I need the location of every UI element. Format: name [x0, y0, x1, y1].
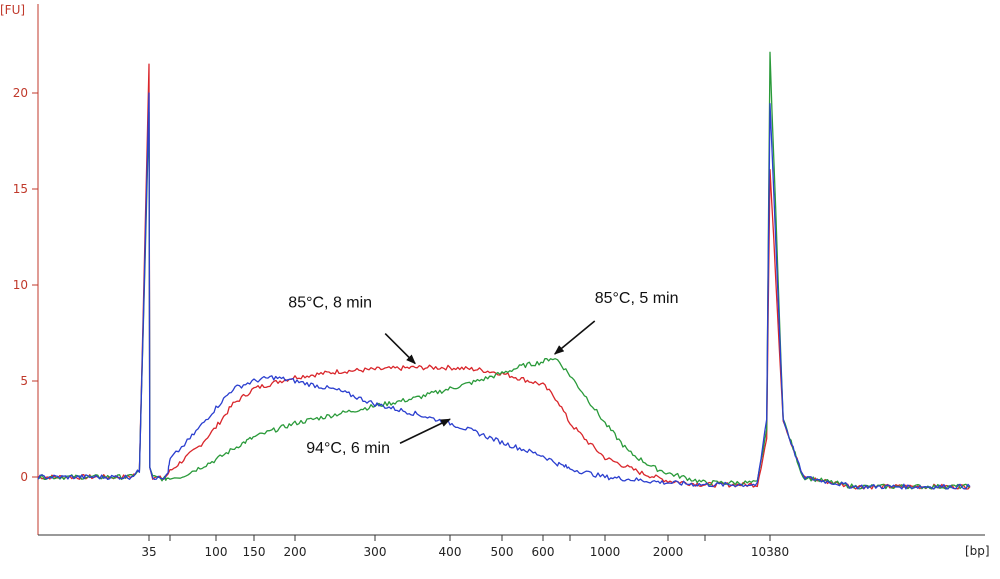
annotations: 85°C, 8 min 85°C, 5 min 94°C, 6 min [288, 290, 678, 457]
y-tick-label: 20 [13, 86, 28, 100]
x-tick-label: 100 [205, 545, 228, 559]
x-tick-label: 2000 [653, 545, 684, 559]
y-tick-label: 5 [20, 374, 28, 388]
annotation-arrow [384, 332, 416, 365]
annotation-arrow [553, 320, 596, 355]
x-tick-label: 300 [364, 545, 387, 559]
y-tick-label: 10 [13, 278, 28, 292]
x-tick-label: 10380 [751, 545, 789, 559]
series-line-1 [37, 51, 971, 490]
y-tick-label: 0 [20, 470, 28, 484]
x-tick-label: 150 [243, 545, 266, 559]
series-lines [37, 51, 971, 490]
plot-background [38, 0, 998, 535]
x-axis: 35 100 150 200 300 400 500 600 1000 2000 10380 [38, 534, 985, 559]
series-line-2 [37, 92, 971, 490]
x-tick-label: 400 [439, 545, 462, 559]
x-axis-label: [bp] [965, 544, 990, 558]
x-tick-label: 600 [532, 545, 555, 559]
x-tick-label: 1000 [590, 545, 621, 559]
x-tick-label: 35 [141, 545, 156, 559]
annotation-label: 85°C, 5 min [595, 290, 679, 307]
y-tick-label: 15 [13, 182, 28, 196]
x-tick-label: 500 [491, 545, 514, 559]
annotation-label: 94°C, 6 min [306, 440, 390, 457]
y-axis-label: [FU] [0, 3, 25, 17]
annotation-arrow [399, 418, 451, 444]
y-axis: 0 5 10 15 20 [13, 4, 39, 535]
x-tick-label: 200 [284, 545, 307, 559]
annotation-label: 85°C, 8 min [288, 295, 372, 312]
